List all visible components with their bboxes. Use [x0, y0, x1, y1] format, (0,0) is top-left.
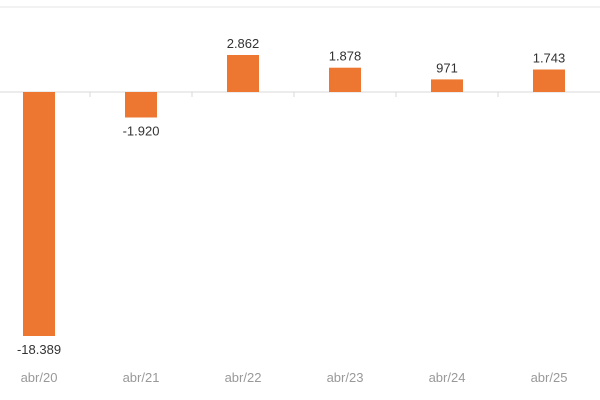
x-ticks-group	[89, 92, 499, 97]
bar-abr-24	[431, 79, 463, 92]
value-label-abr-24: 971	[436, 60, 458, 75]
x-tick-label-abr-21: abr/21	[123, 370, 160, 385]
value-label-abr-20: -18.389	[17, 342, 61, 357]
bar-abr-21	[125, 92, 157, 118]
value-labels-group: -18.389 -1.920 2.862 1.878 971 1.743	[17, 36, 565, 357]
value-label-abr-25: 1.743	[533, 51, 566, 66]
value-label-abr-22: 2.862	[227, 36, 260, 51]
bars-group	[23, 55, 565, 336]
x-tick-label-abr-25: abr/25	[531, 370, 568, 385]
x-tick-label-abr-24: abr/24	[429, 370, 466, 385]
bar-abr-20	[23, 92, 55, 336]
value-label-abr-21: -1.920	[123, 124, 160, 139]
x-tick-label-abr-20: abr/20	[21, 370, 58, 385]
bar-abr-22	[227, 55, 259, 92]
bar-abr-25	[533, 69, 565, 92]
value-label-abr-23: 1.878	[329, 49, 362, 64]
x-tick-label-abr-23: abr/23	[327, 370, 364, 385]
x-tick-labels-group: abr/20 abr/21 abr/22 abr/23 abr/24 abr/25	[21, 370, 568, 385]
x-tick-label-abr-22: abr/22	[225, 370, 262, 385]
bar-abr-23	[329, 67, 361, 92]
